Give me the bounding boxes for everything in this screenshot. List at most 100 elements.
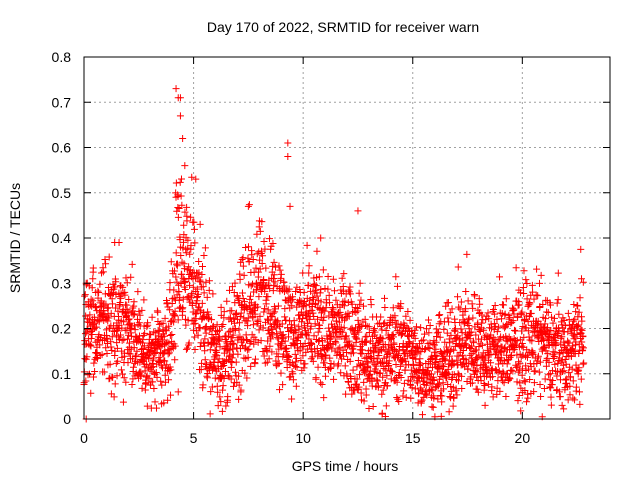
data-point (170, 311, 178, 319)
data-point (483, 368, 491, 376)
data-point (509, 317, 517, 325)
data-point (107, 343, 115, 351)
data-point (216, 343, 224, 351)
data-point (365, 404, 373, 412)
data-point (502, 392, 510, 400)
data-point (526, 300, 534, 308)
data-point (373, 376, 381, 384)
data-point (168, 295, 176, 303)
data-point (195, 269, 203, 277)
data-point (422, 325, 430, 333)
data-point (185, 339, 193, 347)
data-point (125, 315, 133, 323)
data-point (123, 335, 131, 343)
data-point (444, 365, 452, 373)
data-point (201, 347, 209, 355)
data-point (503, 360, 511, 368)
data-point (453, 391, 461, 399)
data-point (458, 372, 466, 380)
data-point (209, 323, 217, 331)
data-point (102, 344, 110, 352)
data-point (108, 333, 116, 341)
data-point (186, 281, 194, 289)
data-point (400, 379, 408, 387)
data-point (445, 408, 453, 416)
data-point (578, 338, 586, 346)
data-point (171, 356, 179, 364)
data-point (564, 396, 572, 404)
data-point (458, 336, 466, 344)
data-point (119, 370, 127, 378)
data-point (554, 296, 562, 304)
data-point (346, 357, 354, 365)
data-point (448, 305, 456, 313)
data-point (104, 311, 112, 319)
data-point (469, 314, 477, 322)
data-point (455, 303, 463, 311)
data-point (238, 289, 246, 297)
data-point (278, 339, 286, 347)
data-point (371, 365, 379, 373)
data-point (489, 393, 497, 401)
data-point (297, 357, 305, 365)
data-point (569, 317, 577, 325)
data-point (374, 377, 382, 385)
data-point (424, 344, 432, 352)
data-point (576, 400, 584, 408)
data-point (428, 403, 436, 411)
data-point (578, 326, 586, 334)
data-point (346, 283, 354, 291)
data-point (523, 353, 531, 361)
data-point (198, 359, 206, 367)
data-point (371, 328, 379, 336)
data-point (172, 249, 180, 257)
data-point (431, 352, 439, 360)
data-point (179, 134, 187, 142)
data-point (245, 201, 253, 209)
data-point (565, 369, 573, 377)
data-point (259, 252, 267, 260)
data-point (179, 238, 187, 246)
data-point (348, 300, 356, 308)
data-point (426, 322, 434, 330)
data-point (316, 289, 324, 297)
data-point (102, 260, 110, 268)
data-point (291, 350, 299, 358)
data-point (125, 296, 133, 304)
data-point (310, 281, 318, 289)
data-point (513, 336, 521, 344)
data-point (299, 269, 307, 277)
data-point (385, 357, 393, 365)
data-point (300, 364, 308, 372)
data-point (572, 383, 580, 391)
data-point (567, 352, 575, 360)
data-point (281, 337, 289, 345)
data-point (105, 375, 113, 383)
data-point (324, 272, 332, 280)
data-point (240, 354, 248, 362)
data-point (247, 362, 255, 370)
data-point (339, 328, 347, 336)
data-point (420, 336, 428, 344)
data-point (140, 342, 148, 350)
data-point (370, 354, 378, 362)
data-point (545, 358, 553, 366)
data-point (232, 368, 240, 376)
axis-ticks (83, 56, 610, 420)
data-point (245, 345, 253, 353)
data-point (497, 354, 505, 362)
data-point (360, 302, 368, 310)
data-point (91, 302, 99, 310)
data-point (272, 263, 280, 271)
data-point (471, 292, 479, 300)
data-point (530, 379, 538, 387)
data-point (484, 309, 492, 317)
data-point (105, 253, 113, 261)
data-point (98, 269, 106, 277)
data-point (491, 310, 499, 318)
data-point (467, 373, 475, 381)
data-point (188, 173, 196, 181)
data-point (265, 235, 273, 243)
data-point (182, 345, 190, 353)
data-point (372, 344, 380, 352)
